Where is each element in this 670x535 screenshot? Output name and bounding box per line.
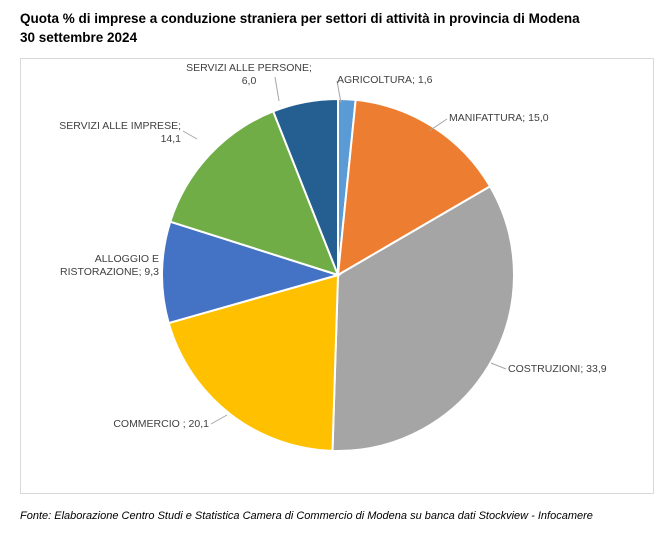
pie-slice-commercio: [167, 273, 340, 452]
leader-line-servizi-alle-persone: [274, 76, 280, 102]
pie-slice-servizi-alle-imprese: [169, 110, 340, 277]
data-label-commercio: COMMERCIO ; 20,1: [113, 418, 209, 430]
leader-line-servizi-alle-imprese: [182, 130, 198, 140]
leader-line-manifattura: [428, 118, 448, 132]
pie-chart: AGRICOLTURA; 1,6 MANIFATTURA; 15,0 COSTRUZ…: [59, 62, 607, 452]
chart-title-line1: Quota % di imprese a conduzione stranier…: [20, 11, 580, 26]
data-label-servizi-alle-imprese: SERVIZI ALLE IMPRESE; 14,1: [59, 120, 181, 145]
pie-slice-servizi-alle-persone: [271, 97, 339, 276]
pie-slice-manifattura: [336, 98, 492, 277]
source-footnote: Fonte: Elaborazione Centro Studi e Stati…: [20, 510, 593, 522]
data-label-servizi-alle-persone: SERVIZI ALLE PERSONE; 6,0: [186, 62, 312, 87]
data-label-costruzioni: COSTRUZIONI; 33,9: [508, 363, 607, 375]
leader-line-costruzioni: [490, 362, 507, 370]
data-label-alloggio-e-ristorazione: ALLOGGIO E RISTORAZIONE; 9,3: [60, 253, 159, 278]
data-label-agricoltura: AGRICOLTURA; 1,6: [337, 74, 433, 86]
chart-title-line2: 30 settembre 2024: [20, 30, 138, 45]
leader-line-agricoltura: [336, 80, 342, 104]
pie-slice-costruzioni: [331, 184, 515, 452]
chart-title: Quota % di imprese a conduzione stranier…: [20, 9, 580, 47]
data-label-manifattura: MANIFATTURA; 15,0: [449, 112, 549, 124]
pie-slice-alloggio-e-ristorazione: [161, 220, 342, 325]
leader-line-commercio: [210, 414, 228, 425]
chart-area: AGRICOLTURA; 1,6 MANIFATTURA; 15,0 COSTRUZ…: [20, 58, 654, 494]
